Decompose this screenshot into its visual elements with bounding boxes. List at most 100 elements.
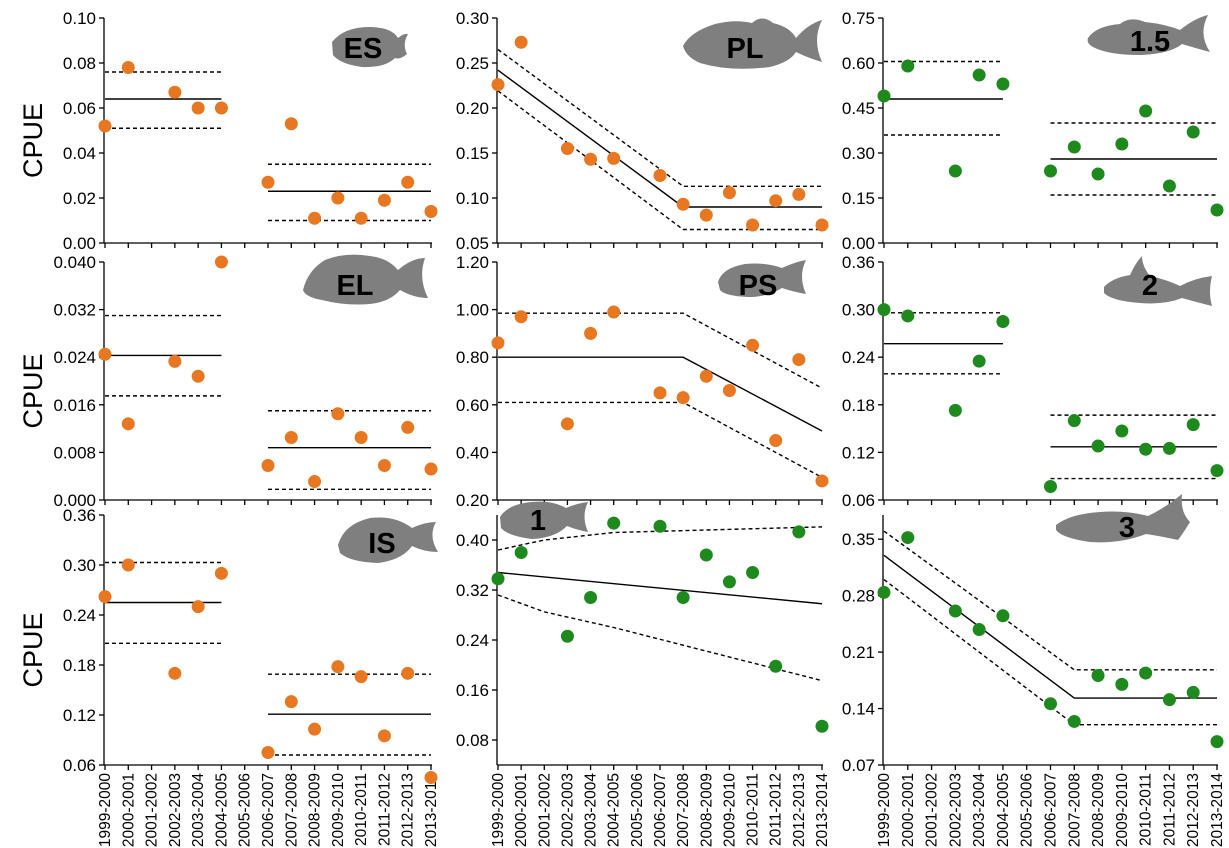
panel-PS: 0.20 0.40 0.60 0.80 1.00 1.20	[456, 253, 829, 510]
fit-line	[498, 356, 823, 432]
y-tick-label: 0.24	[456, 631, 489, 650]
data-point	[972, 354, 986, 368]
data-point	[284, 117, 298, 131]
x-tick-label: 2002-2003	[167, 773, 184, 847]
y-tick-label: 0.08	[63, 54, 96, 73]
data-point	[1044, 164, 1057, 178]
data-point	[1210, 203, 1224, 217]
panel-label: 3	[1119, 512, 1135, 544]
data-point	[722, 384, 736, 398]
fish-silhouette-ps-icon	[718, 260, 806, 297]
y-tick-label: 0.25	[456, 54, 489, 73]
x-tick-label: 2008-2009	[307, 773, 324, 847]
data-point	[491, 78, 505, 92]
fish-silhouette-es-icon	[332, 26, 408, 68]
y-tick-label: 0.32	[456, 581, 489, 600]
data-point	[514, 546, 528, 559]
data-point	[1115, 677, 1129, 691]
data-point	[948, 604, 962, 618]
data-point	[699, 548, 713, 562]
panel-3: 0.07 0.14 0.21 0.28 0.35 1999-2000 2000-2001 20…	[842, 515, 1226, 847]
x-tick-label: 2007-2008	[675, 773, 692, 847]
x-tick-label: 2009-2010	[721, 773, 738, 848]
data-point	[98, 119, 112, 133]
data-point	[424, 771, 438, 784]
panel-2: 0.06 0.12 0.18 0.24 0.30 0.36	[842, 253, 1224, 510]
x-tick-label: 2000-2001	[120, 773, 137, 847]
x-tick-label: 2004-2005	[995, 773, 1012, 847]
panel-label: ES	[344, 33, 383, 65]
data-point	[331, 660, 345, 674]
fish-silhouette-2-icon	[1104, 256, 1212, 306]
data-point	[191, 101, 205, 115]
data-point	[401, 420, 415, 434]
y-tick-label: 0.28	[842, 587, 875, 606]
data-point	[354, 431, 368, 445]
fish-silhouette-3-icon	[1056, 494, 1190, 543]
x-tick-label: 2012-2013	[1185, 773, 1202, 847]
x-tick-label: 2002-2003	[947, 773, 964, 847]
x-tick-label: 2000-2001	[513, 773, 530, 847]
fish-silhouette-pl-icon	[683, 18, 822, 69]
y-tick-label: 0.21	[842, 643, 875, 662]
x-tick-label: 1999-2000	[876, 773, 893, 848]
y-tick-label: 0.12	[63, 706, 96, 725]
y-tick-label: 0.36	[842, 253, 875, 272]
panel-1-5: 0.00 0.15 0.30 0.45 0.60 0.75	[842, 9, 1224, 253]
data-point	[377, 458, 391, 472]
data-point	[653, 386, 667, 400]
fish-silhouettes-layer	[303, 15, 1212, 563]
y-tick-label: 0.08	[456, 731, 489, 750]
data-point	[972, 623, 986, 637]
data-point	[121, 417, 135, 431]
data-point	[676, 591, 690, 604]
data-point	[491, 572, 505, 586]
y-tick-label: 0.06	[63, 756, 96, 775]
data-point	[191, 369, 205, 383]
x-tick-label: 2010-2011	[745, 773, 762, 846]
y-tick-label: 0.40	[456, 443, 489, 462]
y-tick-label: 0.80	[456, 348, 489, 367]
data-point	[424, 205, 438, 218]
panel-ES: 0.00 0.02 0.04 0.06 0.08 0.10 CPUE	[18, 9, 438, 253]
data-point	[308, 475, 322, 489]
x-tick-label: 2009-2010	[330, 773, 347, 848]
data-point	[1115, 424, 1129, 438]
x-tick-label: 1999-2000	[97, 773, 114, 848]
fit-line	[497, 571, 823, 605]
x-tick-label: 2012-2013	[400, 773, 417, 847]
y-tick-label: 0.40	[456, 531, 489, 550]
panel-label: EL	[336, 270, 373, 302]
data-point	[514, 310, 528, 324]
y-tick-label: 0.04	[63, 144, 96, 163]
confidence-band-line	[498, 312, 823, 389]
panels-layer: 0.00 0.02 0.04 0.06 0.08 0.10 CPUE 0.05 0.10 0.15…	[18, 9, 1226, 847]
y-axis-label: CPUE	[18, 103, 48, 178]
data-point	[214, 255, 228, 269]
y-tick-label: 1.00	[456, 301, 489, 320]
data-point	[284, 431, 298, 445]
y-tick-label: 0.60	[842, 54, 875, 73]
y-tick-label: 0.24	[842, 348, 875, 367]
x-tick-label: 2008-2009	[698, 773, 715, 847]
panel-label: PS	[739, 270, 778, 302]
x-tick-label: 2005-2006	[629, 773, 646, 847]
data-point	[331, 407, 345, 421]
data-point	[607, 516, 621, 530]
y-tick-label: 0.06	[63, 99, 96, 118]
panel-label: 1	[530, 505, 546, 537]
data-point	[168, 85, 182, 99]
data-point	[746, 566, 760, 579]
data-point	[699, 208, 713, 222]
panel-PL: 0.05 0.10 0.15 0.20 0.25 0.30	[456, 9, 829, 253]
y-tick-label: 0.18	[63, 656, 96, 675]
x-tick-label: 2009-2010	[1114, 773, 1131, 848]
x-tick-label: 2007-2008	[1066, 773, 1083, 847]
data-point	[261, 175, 275, 189]
y-tick-label: 0.000	[53, 491, 96, 510]
x-tick-label: 2011-2012	[376, 773, 393, 846]
data-point	[214, 566, 228, 580]
data-point	[1067, 714, 1081, 728]
data-point	[901, 309, 915, 323]
